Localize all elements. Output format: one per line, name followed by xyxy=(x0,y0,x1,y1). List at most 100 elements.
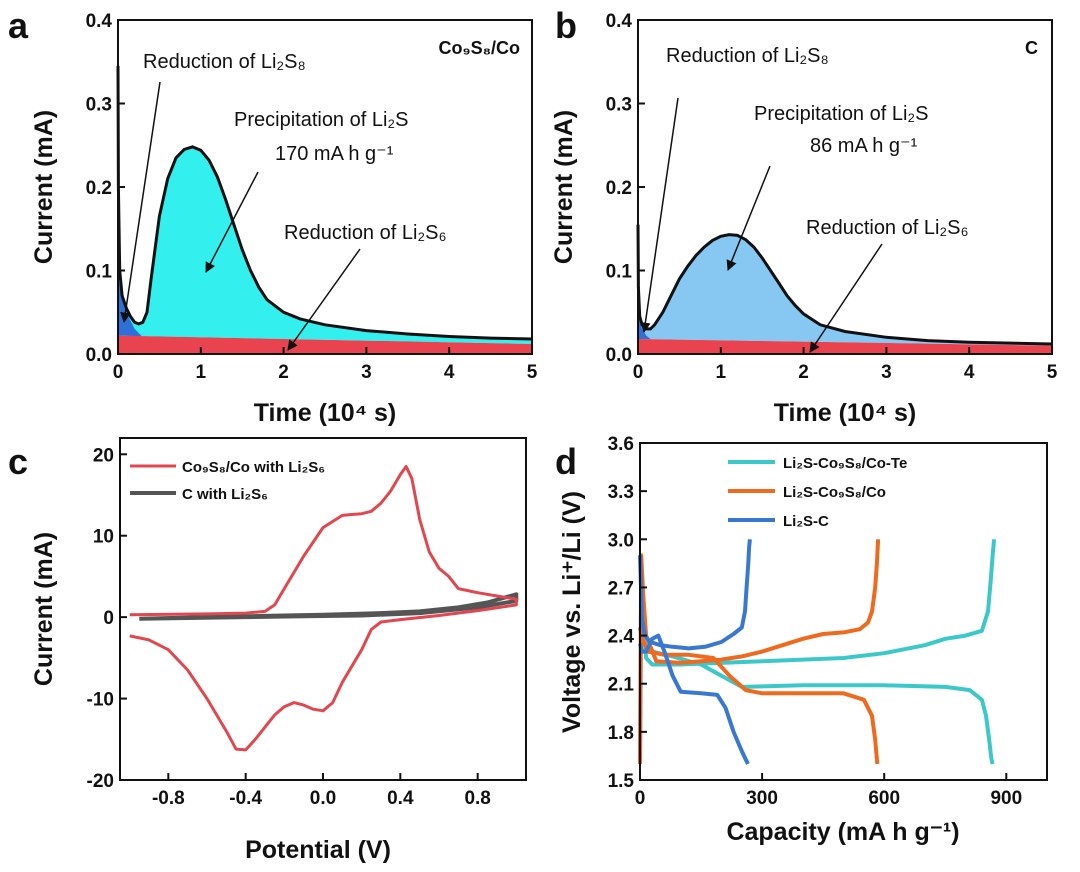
legend-label-co9s8: Co₉S₈/Co with Li₂S₆ xyxy=(182,459,325,476)
annotation-li2s8: Reduction of Li₂S₈ xyxy=(143,51,306,73)
y-tick-label: 20 xyxy=(93,445,114,466)
x-tick-label: 0.0 xyxy=(310,788,336,809)
arrow-precipitation xyxy=(205,171,259,273)
x-tick-label: 4 xyxy=(964,362,975,383)
x-axis-label: Capacity (mA h g⁻¹) xyxy=(726,818,959,846)
tick-group: 0 1 2 3 4 5 0.0 0.1 0.2 0.3 0.4 xyxy=(606,11,1058,383)
charge-discharge-lines xyxy=(638,539,997,765)
x-tick-label: -0.8 xyxy=(152,788,185,809)
charge-line-te xyxy=(638,539,997,765)
area-precipitation-li2s xyxy=(118,65,532,345)
x-tick-label: 5 xyxy=(527,362,538,383)
x-tick-label: 1 xyxy=(196,362,207,383)
x-tick-label: 0.8 xyxy=(464,788,490,809)
cv-line-co9s8 xyxy=(129,465,518,752)
legend-label-te: Li₂S-Co₉S₈/Co-Te xyxy=(783,455,907,472)
y-tick-label: -20 xyxy=(87,771,114,792)
x-tick-label: -0.4 xyxy=(229,788,262,809)
discharge-line-c xyxy=(638,633,750,765)
y-tick-label: 0 xyxy=(103,608,114,629)
current-curve xyxy=(636,224,1053,346)
legend-label-c: C with Li₂S₆ xyxy=(182,486,268,503)
panel-label-c: c xyxy=(8,441,28,482)
x-tick-label: 300 xyxy=(746,788,778,809)
legend: Li₂S-Co₉S₈/Co-Te Li₂S-Co₉S₈/Co Li₂S-C xyxy=(728,455,907,530)
panel-label-b: b xyxy=(555,5,577,46)
material-tag: C xyxy=(1025,38,1038,58)
x-tick-label: 2 xyxy=(278,362,289,383)
arrow-precipitation xyxy=(726,165,771,271)
x-tick-label: 0 xyxy=(635,788,646,809)
x-tick-label: 0 xyxy=(633,362,644,383)
y-tick-label: 0.2 xyxy=(86,178,112,199)
y-tick-label: -10 xyxy=(87,690,114,711)
y-tick-label: 3.3 xyxy=(608,482,634,503)
area-precipitation-li2s xyxy=(638,224,1052,346)
x-axis-label: Time (10⁴ s) xyxy=(254,399,397,427)
y-tick-label: 0.0 xyxy=(606,345,632,366)
annotation-li2s6: Reduction of Li₂S₆ xyxy=(806,217,969,239)
tick-group: 0 300 600 900 1.5 1.8 2.1 2.4 2.7 3.0 3.3 3.6 xyxy=(608,434,1023,809)
material-tag: Co₉S₈/Co xyxy=(438,38,520,58)
y-tick-label: 0.0 xyxy=(86,345,112,366)
x-tick-label: 3 xyxy=(881,362,892,383)
y-tick-label: 3.6 xyxy=(608,434,634,455)
legend: Co₉S₈/Co with Li₂S₆ C with Li₂S₆ xyxy=(130,459,325,503)
legend-label-c: Li₂S-C xyxy=(783,513,829,530)
panel-label-a: a xyxy=(8,5,29,46)
y-axis-label: Current (mA) xyxy=(550,110,578,264)
y-tick-label: 2.7 xyxy=(608,578,634,599)
y-axis-label: Current (mA) xyxy=(30,532,58,686)
arrow-li2s8 xyxy=(120,81,161,324)
panel-c: c -0.8 -0.4 0.0 0.4 0.8 -20 -10 0 10 20 Potential… xyxy=(8,437,527,864)
annotation-precipitation: Precipitation of Li₂S xyxy=(234,109,409,131)
axes-frame xyxy=(639,442,1048,781)
x-tick-label: 4 xyxy=(444,362,455,383)
cv-lines xyxy=(129,465,519,752)
arrow-li2s6 xyxy=(287,248,361,351)
x-tick-label: 900 xyxy=(990,788,1022,809)
y-axis-label: Current (mA) xyxy=(30,110,58,264)
y-tick-label: 0.3 xyxy=(606,95,632,116)
y-axis-label: Voltage vs. Li⁺/Li (V) xyxy=(558,491,586,733)
current-curve xyxy=(116,65,533,341)
y-tick-label: 1.5 xyxy=(608,771,635,792)
annotation-precipitation: Precipitation of Li₂S xyxy=(754,103,929,125)
y-tick-label: 3.0 xyxy=(608,530,634,551)
y-tick-label: 0.4 xyxy=(86,11,113,32)
panel-d: d 0 300 600 900 1.5 1.8 2.1 2.4 2.7 3.0 3.3 3.6 Cap… xyxy=(555,434,1048,846)
legend-label-co: Li₂S-Co₉S₈/Co xyxy=(783,484,886,501)
x-tick-label: 0 xyxy=(113,362,124,383)
tick-group: -0.8 -0.4 0.0 0.4 0.8 -20 -10 0 10 20 xyxy=(87,445,491,809)
area-reduction-li2s8 xyxy=(638,316,651,340)
panel-label-d: d xyxy=(555,441,577,482)
x-tick-label: 600 xyxy=(868,788,900,809)
cv-line-c xyxy=(139,592,519,621)
arrow-li2s6 xyxy=(809,243,883,353)
x-tick-label: 1 xyxy=(716,362,727,383)
panel-b-plot xyxy=(636,224,1053,354)
y-tick-label: 0.1 xyxy=(606,262,633,283)
area-reduction-li2s6 xyxy=(638,338,1052,354)
x-tick-label: 3 xyxy=(361,362,372,383)
annotation-capacity: 170 mA h g⁻¹ xyxy=(275,143,394,165)
arrow-li2s8 xyxy=(640,97,679,334)
y-tick-label: 0.3 xyxy=(86,95,112,116)
y-tick-label: 0.4 xyxy=(606,11,633,32)
x-tick-label: 5 xyxy=(1047,362,1058,383)
panel-a: a 0 1 2 3 4 5 0.0 0.1 0.2 0.3 0.4 Time (10⁴ s) Cur… xyxy=(8,5,538,427)
panel-b: b 0 1 2 3 4 5 0.0 0.1 0.2 0.3 0.4 Time (10⁴ s) Cur… xyxy=(550,5,1058,427)
y-tick-label: 0.2 xyxy=(606,178,632,199)
y-tick-label: 1.8 xyxy=(608,723,634,744)
y-tick-label: 10 xyxy=(93,527,114,548)
discharge-line-co xyxy=(638,627,880,765)
y-tick-label: 0.1 xyxy=(86,262,113,283)
x-tick-label: 0.4 xyxy=(387,788,414,809)
tick-group: 0 1 2 3 4 5 0.0 0.1 0.2 0.3 0.4 xyxy=(86,11,538,383)
charge-line-c xyxy=(638,539,752,651)
x-axis-label: Time (10⁴ s) xyxy=(774,399,917,427)
x-axis-label: Potential (V) xyxy=(245,836,391,864)
x-tick-label: 2 xyxy=(798,362,809,383)
y-tick-label: 2.1 xyxy=(608,675,635,696)
